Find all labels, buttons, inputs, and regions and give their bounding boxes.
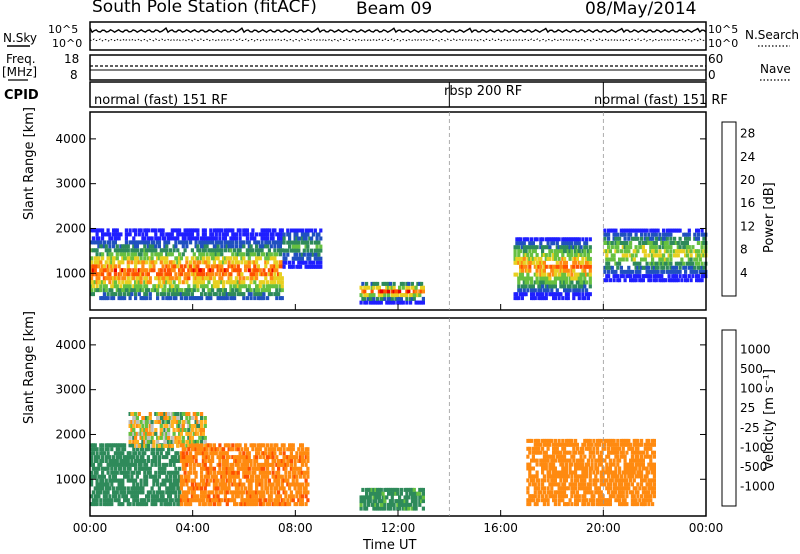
xtick-label-6: 00:00 [689,521,724,535]
colorbar-tick-7: -1000 [740,479,775,493]
power-region-3 [513,237,592,301]
noise-sky-label: N.Sky [3,31,38,45]
nave-right-tick-top: 60 [708,52,724,66]
ytick-label-2: 3000 [55,177,86,191]
xtick-label-2: 08:00 [278,521,313,535]
power-colorbar-label: Power [dB] [762,182,777,253]
colorbar-tick-4: 20 [740,173,755,187]
xtick-label-1: 04:00 [175,521,210,535]
ytick-label-3: 4000 [55,338,86,352]
colorbar-tick-1: 500 [740,362,763,376]
noise-right-tick-bottom: 10^0 [708,37,739,50]
power-ylabel: Slant Range [km] [22,107,37,220]
cpid-panel-frame [89,81,707,108]
ytick-label-0: 1000 [55,472,86,486]
time-xlabel: Time UT [363,538,417,553]
noise-search-label: N.Search [745,28,800,42]
colorbar-tick-2: 100 [740,382,763,396]
cpid-label: CPID [4,88,39,103]
colorbar-tick-5: -100 [740,440,767,454]
nave-right-tick-bottom: 0 [708,68,716,82]
freq-unit-label: [MHz] [2,65,38,79]
velocity-ylabel: Slant Range [km] [22,311,37,424]
colorbar-frame [721,329,737,507]
velocity-panel: 1000 2000 3000 4000 00:00 04:00 08:00 12:00 16:0… [55,317,775,535]
freq-panel-frame [89,54,707,81]
freq-left-tick-top: 18 [64,52,80,66]
ytick-label-1: 2000 [55,427,86,441]
xtick-label-5: 20:00 [586,521,621,535]
noise-panel-frame [89,21,707,51]
cpid-segment-1: rbsp 200 RF [444,84,523,99]
cpid-segment-0: normal (fast) 151 RF [94,93,228,108]
xtick-label-0: 00:00 [73,521,108,535]
ytick-label-0: 1000 [55,266,86,280]
cpid-segment-2: normal (fast) 151 RF [594,93,728,108]
colorbar-tick-6: -500 [740,460,767,474]
velocity-region-2 [179,443,310,507]
noise-left-tick-bottom: 10^0 [52,37,83,50]
freq-left-tick-bottom: 8 [70,68,78,82]
ytick-label-3: 4000 [55,132,86,146]
velocity-region-3 [359,487,425,511]
beam-label: Beam 09 [356,0,433,19]
power-region-1 [282,228,323,269]
ytick-label-2: 3000 [55,383,86,397]
velocity-region-4 [526,438,656,507]
nave-label: Nave [760,62,791,76]
colorbar-tick-0: 4 [740,266,748,280]
velocity-colorbar-label: Velocity [m s⁻¹] [762,369,777,470]
xtick-label-4: 16:00 [483,521,518,535]
velocity-region-1 [128,412,207,448]
date-label: 08/May/2014 [585,0,697,19]
power-panel: 1000 2000 3000 4000 4 8 12 16 20 24 28 [55,111,755,311]
noise-left-tick-top: 10^5 [48,23,79,36]
noise-sky-trace [89,27,707,34]
colorbar-tick-0: 1000 [740,343,771,357]
colorbar-tick-2: 12 [740,219,755,233]
freq-label: Freq. [6,52,36,66]
xtick-label-3: 12:00 [381,521,416,535]
colorbar-tick-4: -25 [740,421,760,435]
ytick-label-1: 2000 [55,221,86,235]
velocity-region-0 [90,443,182,507]
colorbar-tick-3: 25 [740,401,755,415]
colorbar-tick-1: 8 [740,243,748,257]
noise-search-trace [89,38,707,42]
power-region-4 [603,228,708,283]
colorbar-frame [721,121,737,297]
power-region-0 [90,228,284,301]
colorbar-tick-6: 28 [740,127,755,141]
station-title: South Pole Station (fitACF) [92,0,317,17]
power-region-2 [359,281,425,305]
noise-right-tick-top: 10^5 [708,23,739,36]
colorbar-tick-3: 16 [740,196,755,210]
colorbar-tick-5: 24 [740,150,755,164]
